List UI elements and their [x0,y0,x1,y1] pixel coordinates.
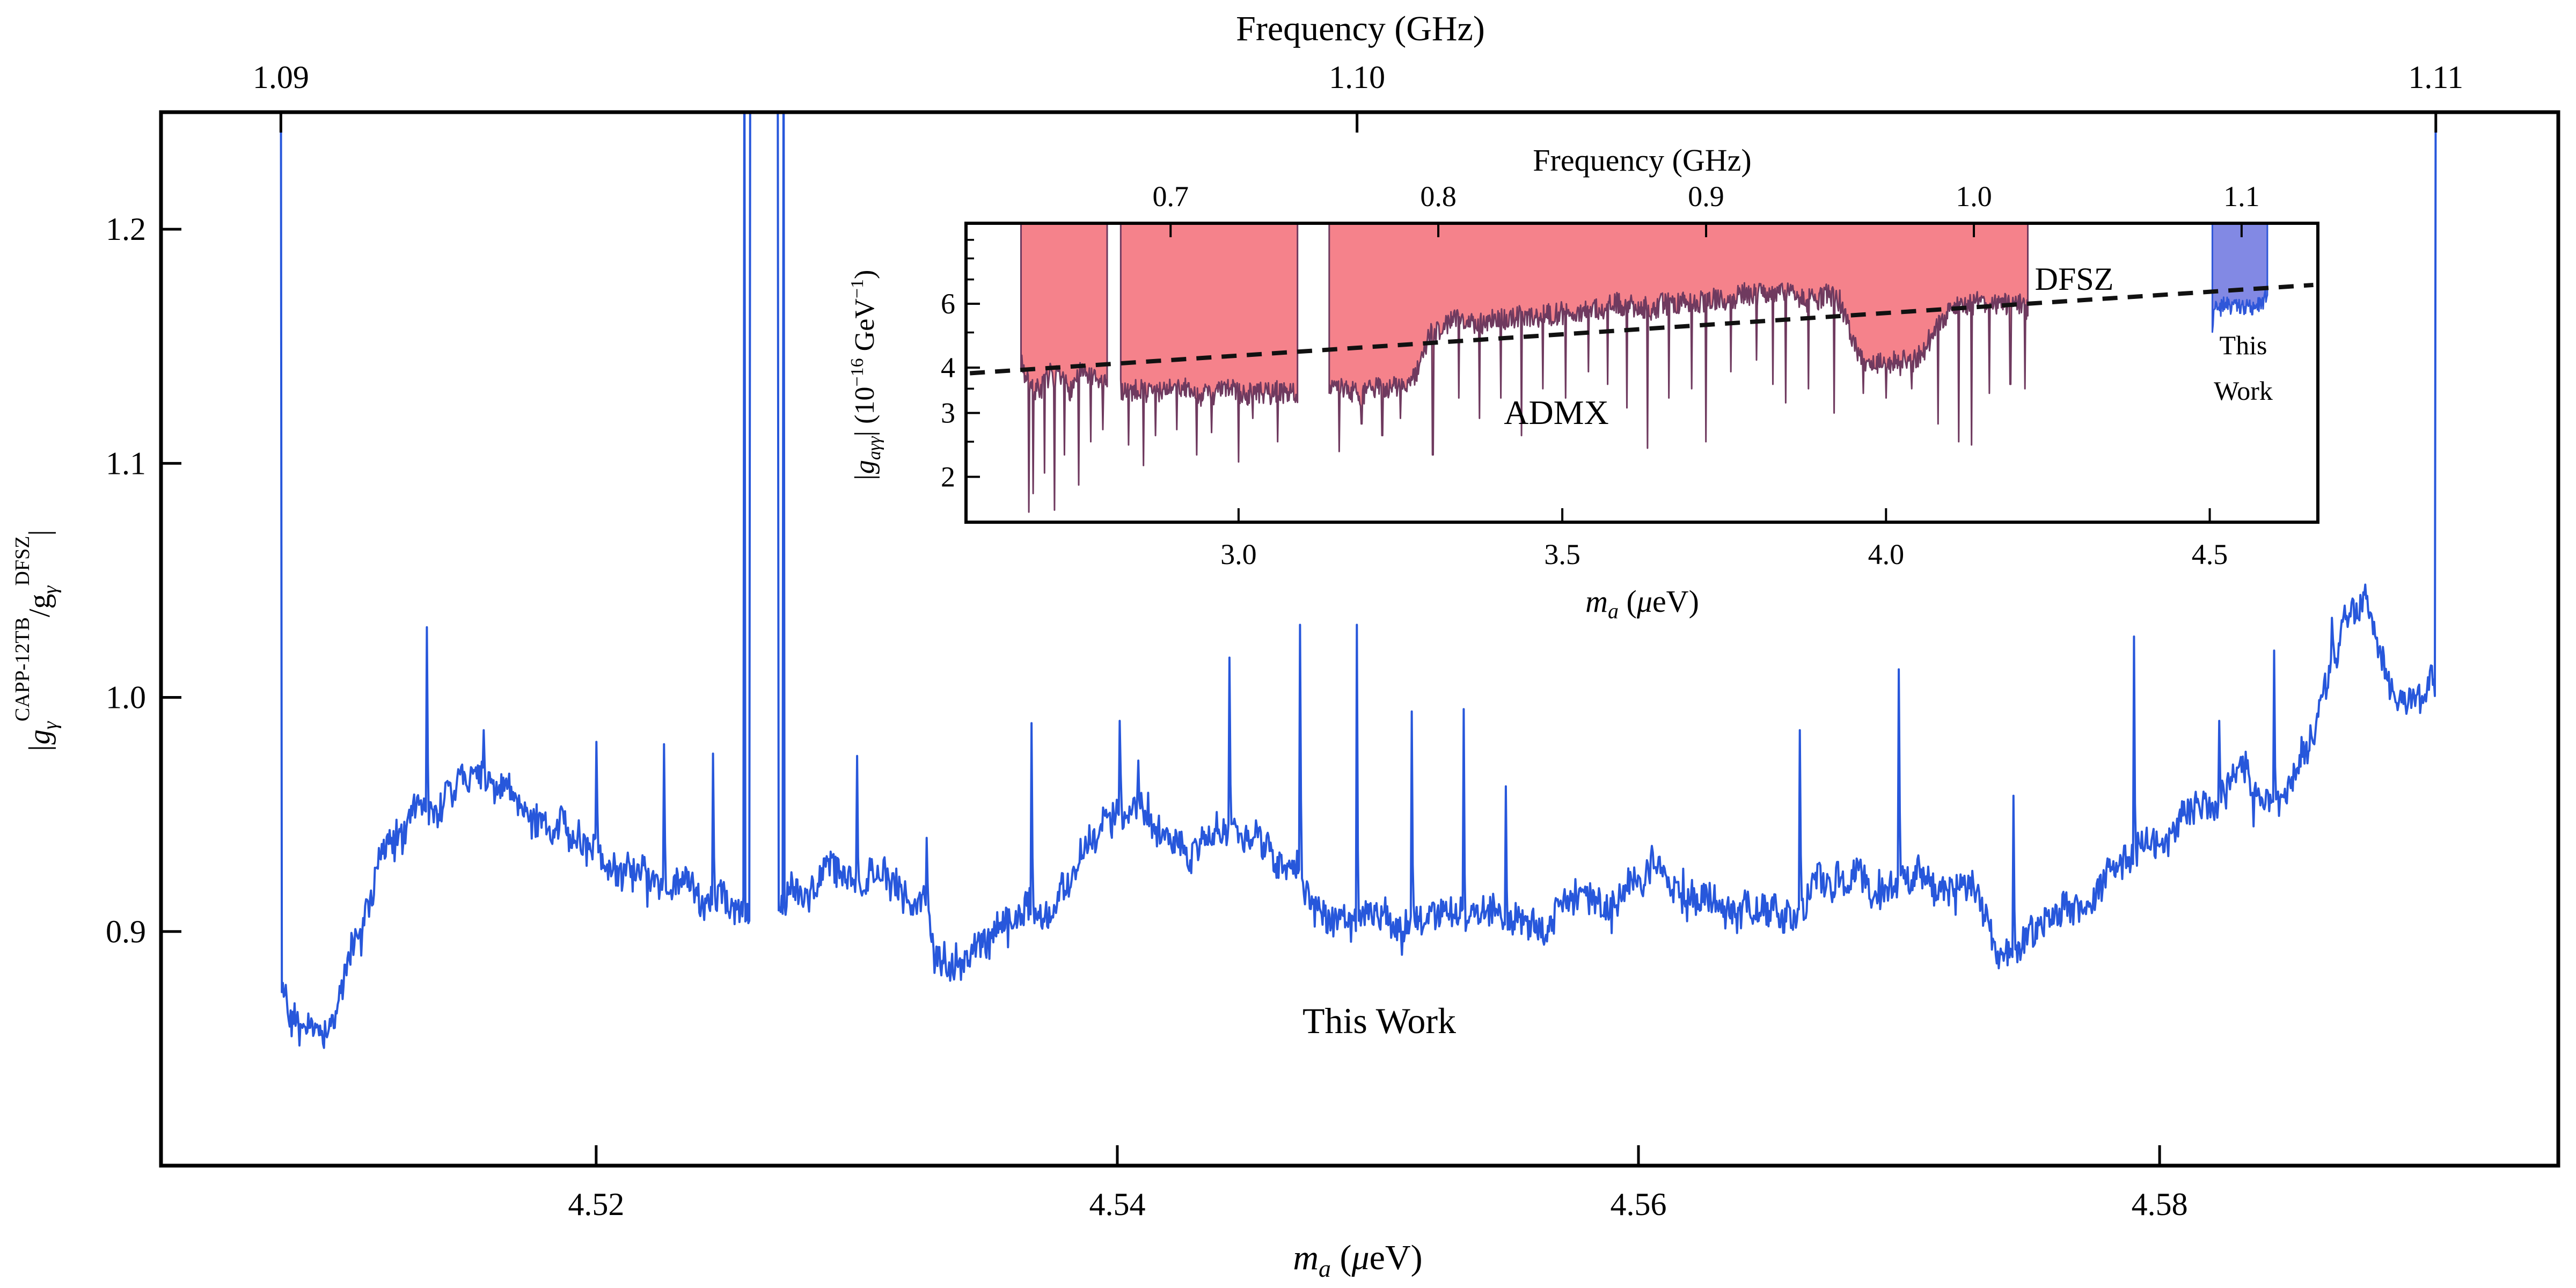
inset-region-thiswork-boundary [2211,225,2268,333]
inset-x-tick-label: 4.0 [1868,538,1905,570]
inset-x-tick-label: 3.0 [1220,538,1257,570]
inset-region-admx-boundary [1119,225,1299,466]
main-top-axis-title: Frequency (GHz) [1236,9,1485,48]
inset-top-tick-label: 1.1 [2223,180,2260,213]
inset-region-admx-boundary [1020,225,1108,513]
inset-y-tick-label: 4 [941,352,955,384]
inset-region-admx-fill [1121,225,1298,466]
inset-axes-frame [964,222,2319,524]
main-y-tick-label: 1.1 [106,445,146,481]
inset-axes: 3.0 3.5 4.0 4.5 2 3 4 6 0.7 0.8 0.9 1.0 1.1 [941,180,2319,570]
inset-region-admx-fill [1021,225,1107,513]
inset-y-axis-title: |gaγγ| (10−16 GeV−1) [847,270,884,482]
main-curve-series [280,114,2437,1049]
main-y-axis-title: |gγCAPP-12TB/gγDFSZ| [11,530,62,752]
inset-x-tick-label: 3.5 [1544,538,1580,570]
main-x-tick-label: 4.56 [1611,1187,1667,1222]
main-top-tick-label: 1.11 [2408,60,2463,95]
inset-top-tick-label: 0.8 [1420,180,1457,213]
main-y-tick-label: 0.9 [106,914,146,949]
main-annotation-this-work: This Work [1302,1000,1456,1041]
inset-annotation-work: Work [2214,376,2273,406]
main-y-tick-label: 1.0 [106,680,146,715]
main-x-axis-title: ma (μeV) [1293,1238,1422,1282]
inset-top-axis-title: Frequency (GHz) [1533,143,1751,178]
inset-top-tick-label: 0.9 [1688,180,1724,213]
main-x-tick-label: 4.54 [1089,1187,1145,1222]
inset-annotation-admx: ADMX [1504,393,1609,431]
main-x-tick-label: 4.58 [2132,1187,2188,1222]
main-curve-path [280,114,2437,1049]
inset-y-tick-label: 2 [941,461,955,493]
inset-region-admx-fill [1329,225,2028,455]
inset-x-tick-label: 4.5 [2192,538,2228,570]
inset-x-axis-title: ma (μeV) [1585,584,1699,623]
inset-y-tick-label: 6 [941,288,955,320]
inset-top-tick-label: 1.0 [1956,180,1992,213]
main-top-tick-label: 1.10 [1329,60,1385,95]
main-x-tick-label: 4.52 [568,1187,624,1222]
main-axes-frame [159,110,2560,1168]
inset-top-tick-label: 0.7 [1152,180,1189,213]
main-y-tick-label: 1.2 [106,211,146,247]
inset-annotation-this: This [2220,330,2267,360]
inset-region-admx-boundary [1328,225,2029,456]
inset-dfsz-line [969,282,2314,376]
main-top-tick-label: 1.09 [253,60,309,95]
inset-plot-content [964,221,2320,524]
main-axes: 4.52 4.54 4.56 4.580.91.01.11.21.09 1.10 1.11 [106,60,2560,1222]
inset-y-tick-label: 3 [941,397,955,429]
inset-annotation-dfsz: DFSZ [2035,261,2114,297]
